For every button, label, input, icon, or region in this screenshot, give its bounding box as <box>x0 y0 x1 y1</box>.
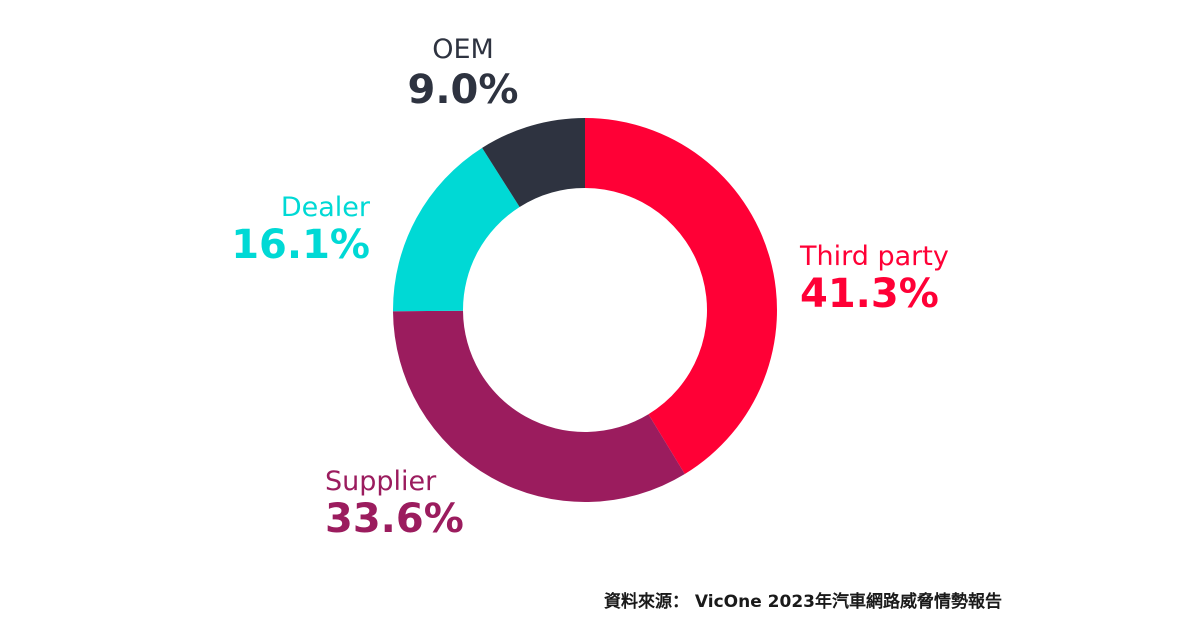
slice-third-party <box>585 118 777 475</box>
source-note: 資料來源： VicOne 2023年汽車網路威脅情勢報告 <box>604 592 1002 612</box>
slice-supplier <box>393 310 685 502</box>
slice-label-supplier: Supplier <box>325 466 437 497</box>
slice-label-dealer: Dealer <box>281 192 371 223</box>
slice-dealer <box>393 147 520 312</box>
slice-label-oem: OEM <box>432 34 494 65</box>
slice-value-third-party: 41.3% <box>800 271 939 317</box>
slice-value-supplier: 33.6% <box>325 496 464 542</box>
slice-value-oem: 9.0% <box>408 67 519 113</box>
slice-label-third-party: Third party <box>799 241 949 272</box>
slice-value-dealer: 16.1% <box>231 222 370 268</box>
donut-slices <box>393 118 777 502</box>
slice-oem <box>482 118 585 207</box>
